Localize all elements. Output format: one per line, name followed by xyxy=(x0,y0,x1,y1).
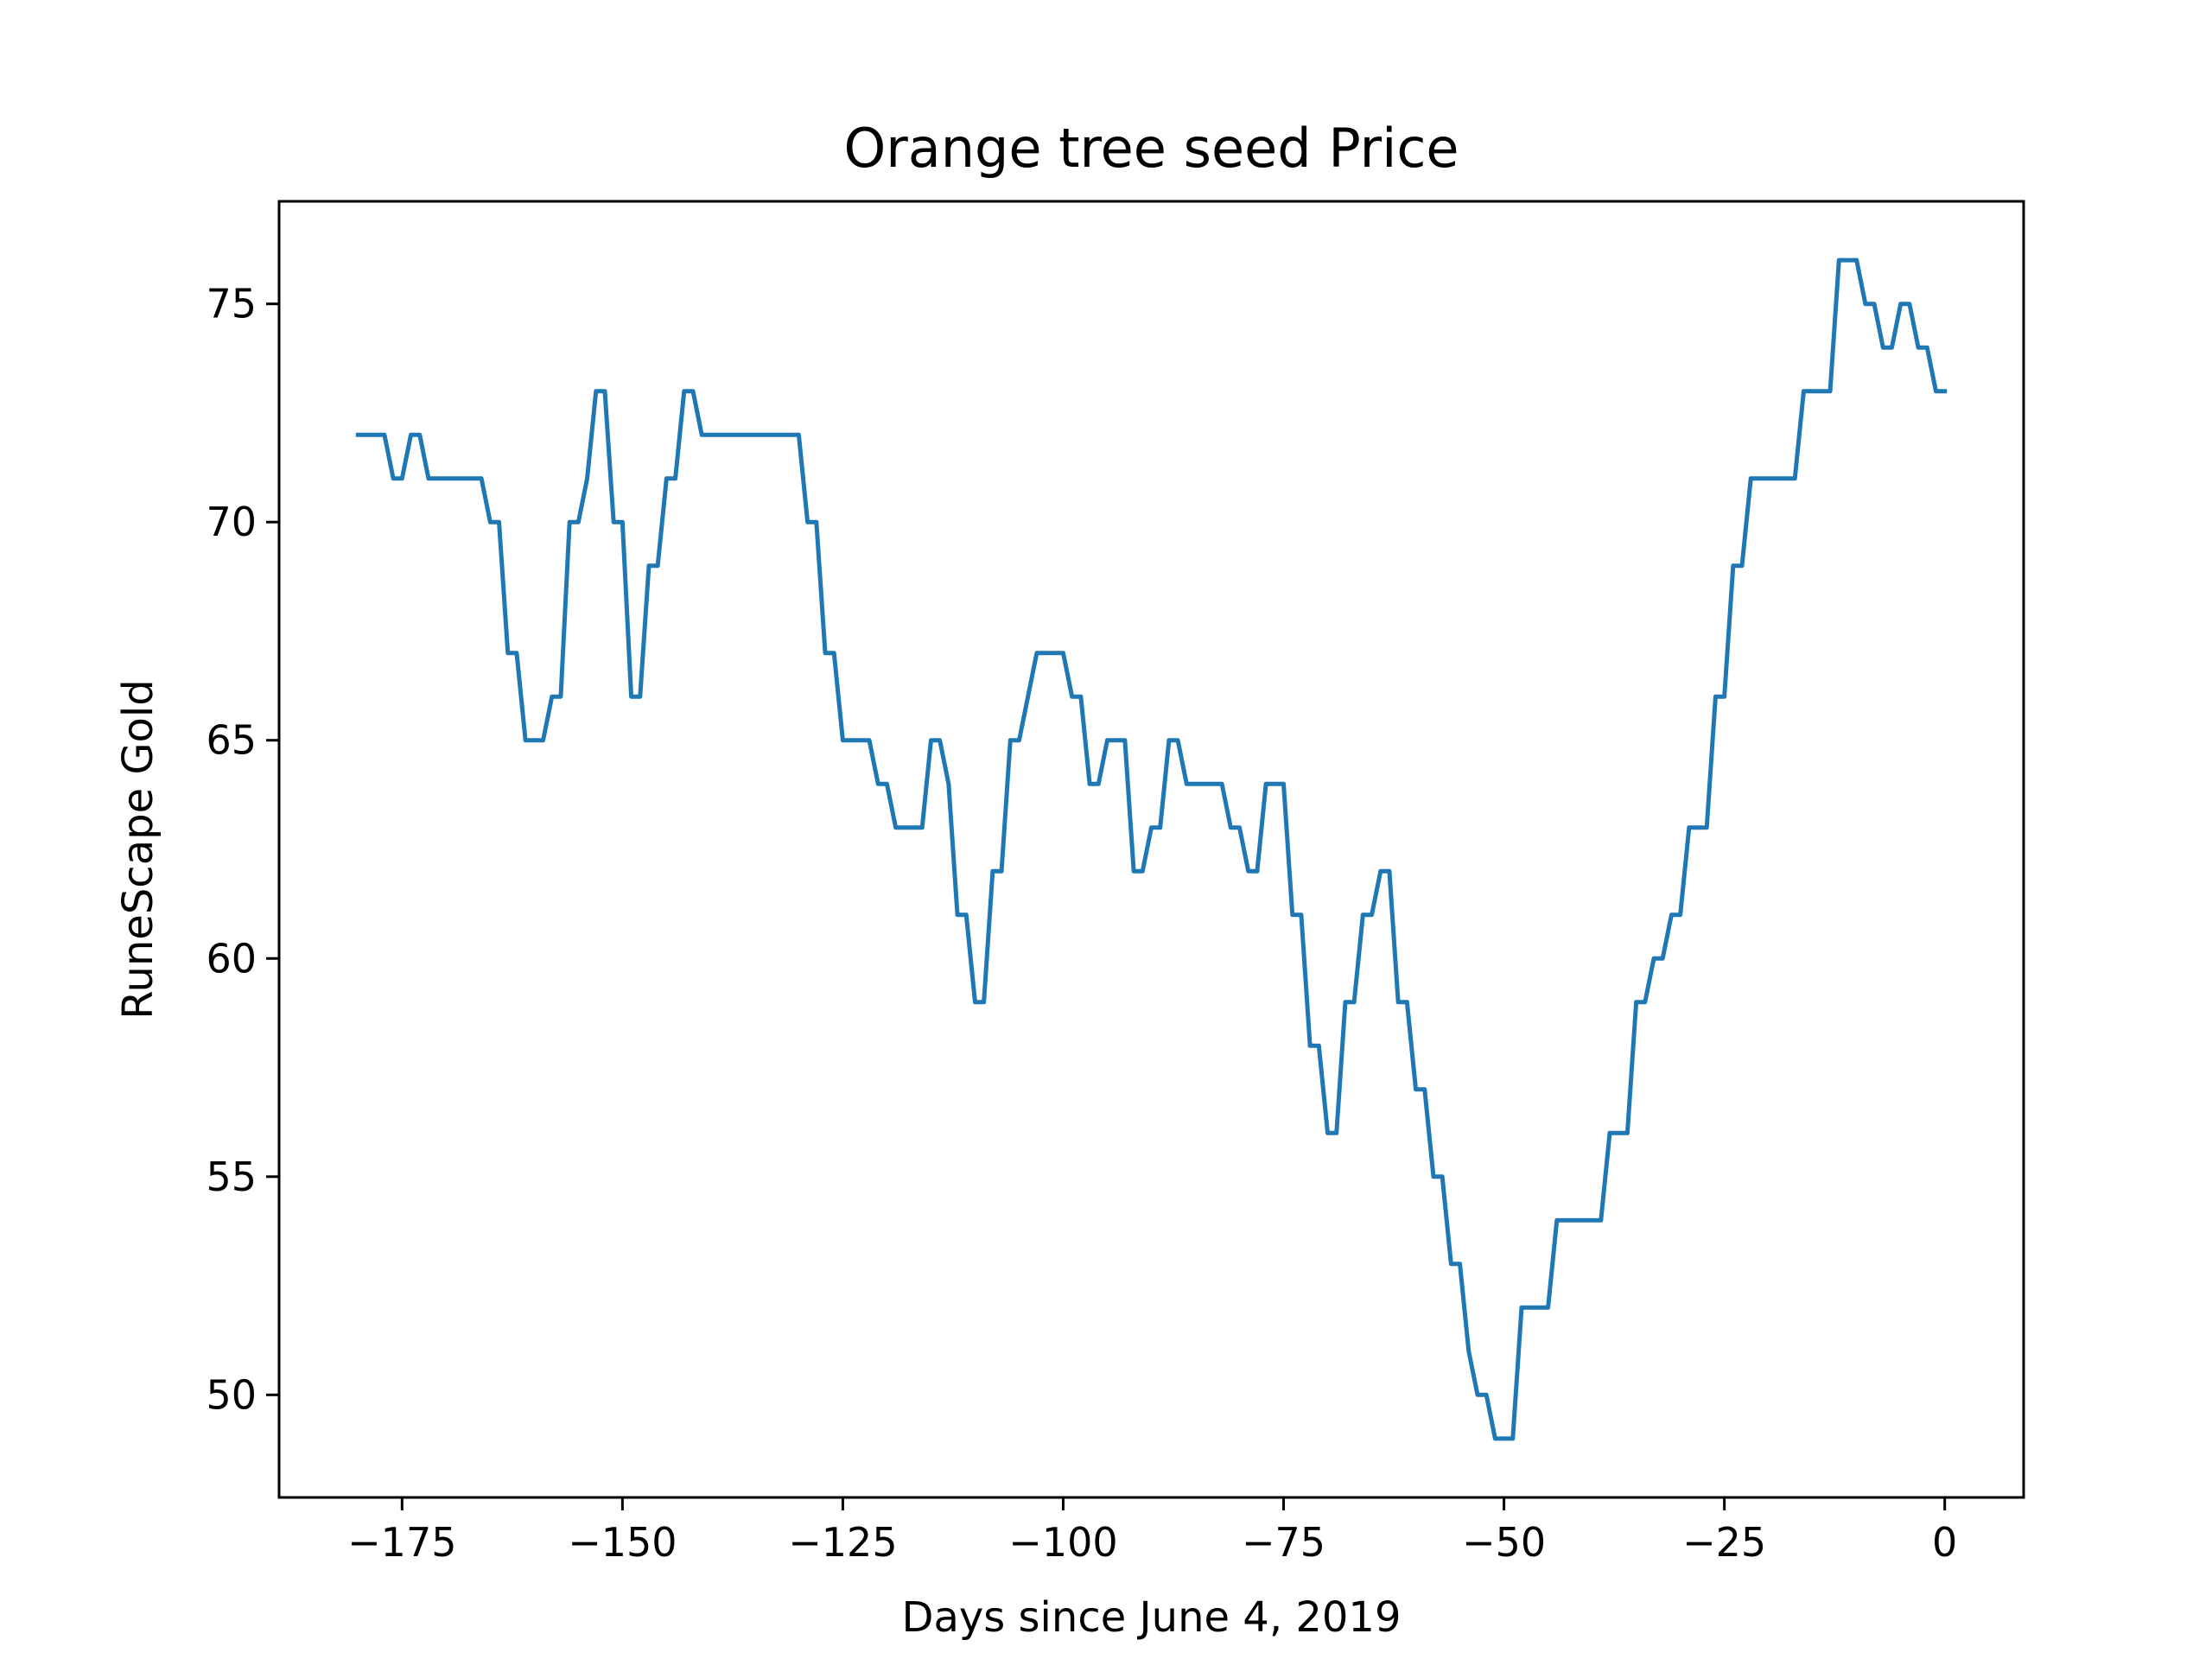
y-tick-label: 60 xyxy=(206,935,257,982)
y-tick-label: 75 xyxy=(206,281,257,327)
x-tick-label: −100 xyxy=(1008,1519,1117,1566)
x-axis-label: Days since June 4, 2019 xyxy=(902,1593,1402,1642)
x-tick-label: −125 xyxy=(788,1519,897,1566)
x-tick-label: −150 xyxy=(568,1519,677,1566)
x-tick-label: −175 xyxy=(347,1519,456,1566)
y-axis: 50 55 60 65 70 75 xyxy=(206,281,279,1418)
line-layer xyxy=(355,257,1948,1441)
x-tick-label: −50 xyxy=(1462,1519,1546,1566)
y-tick-label: 55 xyxy=(206,1154,257,1200)
plot-area-frame xyxy=(277,200,2025,1499)
y-tick-label: 70 xyxy=(206,499,257,545)
x-tick-label: −25 xyxy=(1682,1519,1766,1566)
x-tick-label: −75 xyxy=(1242,1519,1325,1566)
x-axis: −175 −150 −125 −100 −75 −50 −25 0 xyxy=(347,1497,1957,1566)
series-line-0 xyxy=(355,257,1948,1441)
y-axis-label: RuneScape Gold xyxy=(114,679,162,1019)
y-tick-label: 50 xyxy=(206,1371,257,1418)
y-tick-label: 65 xyxy=(206,717,257,764)
chart-title: Orange tree seed Price xyxy=(843,117,1459,180)
x-tick-label: 0 xyxy=(1932,1519,1957,1566)
